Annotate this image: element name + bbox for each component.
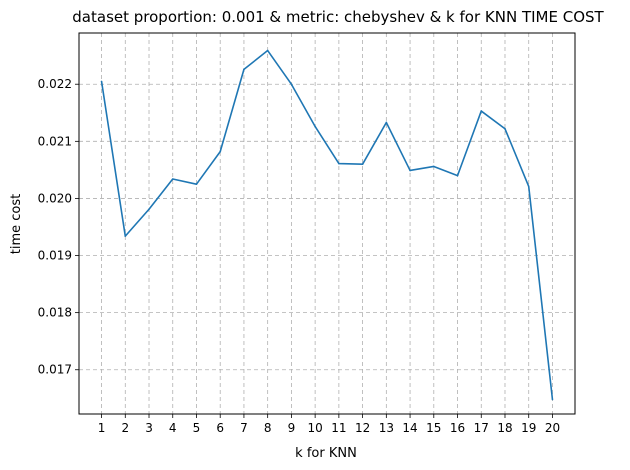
x-tick-label: 12 <box>355 421 370 435</box>
grid-lines <box>79 33 575 414</box>
x-tick-label: 6 <box>216 421 224 435</box>
data-point <box>314 125 316 128</box>
y-tick-label: 0.017 <box>38 363 72 377</box>
data-point <box>527 185 530 188</box>
x-tick-label: 3 <box>145 421 153 435</box>
data-point <box>338 162 340 165</box>
x-tick-label: 18 <box>497 421 512 435</box>
data-point <box>456 174 459 177</box>
x-tick-label: 5 <box>193 421 201 435</box>
data-point <box>551 398 554 401</box>
y-tick-label: 0.018 <box>38 306 72 320</box>
series-line <box>100 49 554 400</box>
x-axis-label: k for KNN <box>295 446 357 461</box>
x-tick-label: 10 <box>307 421 322 435</box>
chart-title: dataset proportion: 0.001 & metric: cheb… <box>72 8 604 26</box>
y-axis-label: time cost <box>9 194 24 254</box>
y-tick-label: 0.019 <box>38 249 72 263</box>
x-tick-label: 8 <box>264 421 272 435</box>
x-tick-label: 9 <box>288 421 296 435</box>
x-tick-label: 13 <box>379 421 394 435</box>
plot-frame <box>78 32 576 415</box>
data-point <box>266 49 269 52</box>
data-point <box>385 121 388 124</box>
data-point <box>361 163 364 165</box>
x-tick-label: 20 <box>545 421 560 435</box>
data-point <box>243 68 245 71</box>
data-point <box>290 83 293 86</box>
data-point <box>219 150 222 153</box>
x-tick-label: 2 <box>121 421 129 435</box>
y-tick-label: 0.021 <box>38 134 72 148</box>
data-point <box>195 183 198 185</box>
x-tick-label: 15 <box>426 421 441 435</box>
x-tick-label: 1 <box>98 421 106 435</box>
x-tick-label: 16 <box>450 421 465 435</box>
series-layer <box>100 49 554 401</box>
x-tick-label: 7 <box>240 421 248 435</box>
x-tick-label: 4 <box>169 421 177 435</box>
data-point <box>504 127 506 130</box>
data-point <box>480 110 483 112</box>
x-tick-label: 17 <box>474 421 489 435</box>
data-point <box>124 235 127 237</box>
y-tick-label: 0.020 <box>38 191 72 205</box>
y-tick-label: 0.022 <box>38 77 72 91</box>
data-point <box>171 178 174 180</box>
data-point <box>409 169 411 172</box>
y-axis: 0.017 0.018 0.019 0.020 0.021 0.022 <box>38 77 79 377</box>
x-tick-label: 11 <box>331 421 346 435</box>
data-point <box>100 80 103 83</box>
x-axis: 1 2 3 4 5 6 7 8 9 10 11 12 13 14 15 16 17 18 19 20 <box>98 414 560 435</box>
x-tick-label: 14 <box>402 421 417 435</box>
data-point <box>432 165 435 168</box>
x-tick-label: 19 <box>521 421 536 435</box>
data-point <box>148 208 150 211</box>
